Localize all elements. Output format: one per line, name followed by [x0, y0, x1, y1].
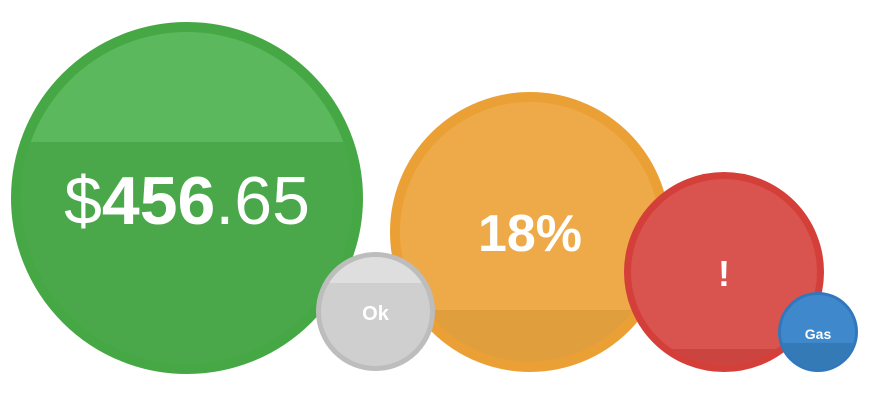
balance-bubble-highlight [21, 32, 353, 142]
alert-label: ! [718, 253, 730, 294]
gas-bubble-shade [781, 343, 855, 369]
ok-label: Ok [362, 302, 389, 325]
percent-bubble-shade [400, 310, 660, 362]
gas-label: Gas [804, 326, 832, 342]
currency-symbol: $ [64, 163, 102, 239]
balance-value: $456.65 [64, 167, 310, 235]
gas-bubble[interactable]: Gas [778, 292, 858, 372]
ok-bubble[interactable]: Ok [316, 252, 435, 371]
balance-whole: 456 [101, 163, 216, 239]
percent-value: 18% [477, 205, 583, 263]
balance-bubble[interactable]: $456.65 [11, 22, 363, 374]
balance-fraction: .65 [215, 163, 310, 239]
